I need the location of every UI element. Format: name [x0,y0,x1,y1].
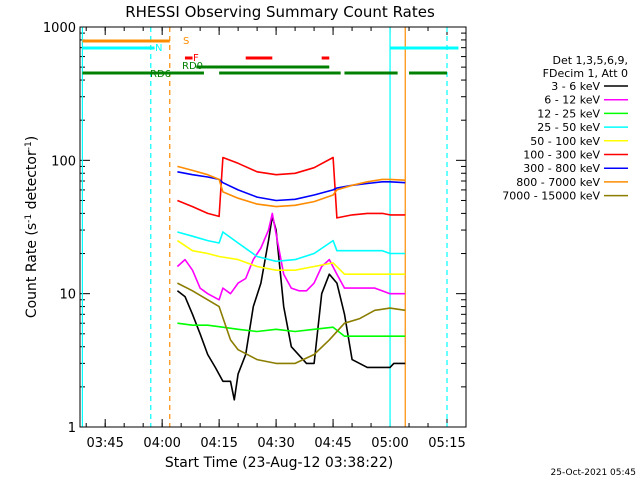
x-axis-label: Start Time (23-Aug-12 03:38:22) [165,455,393,471]
legend-label: 3 - 6 keV [551,80,600,93]
x-tick-label: 04:15 [200,436,237,451]
x-tick-label: 04:30 [257,436,294,451]
legend-label: 300 - 800 keV [523,162,600,175]
x-tick-label: 03:45 [86,436,123,451]
flag-label-n: N [155,43,162,54]
legend-label: 6 - 12 keV [544,94,600,107]
legend-header: Det 1,3,5,6,9, [552,54,628,67]
series-line-1 [176,212,406,301]
y-axis-label: Count Rate (s-1 detector-1) [24,136,40,318]
chart-title: RHESSI Observing Summary Count Rates [125,3,435,21]
y-tick-label: 10 [59,288,76,303]
flag-label-rd6: RD6 [150,69,171,80]
flag-label-rd0: RD0 [182,61,203,72]
vertical-markers [81,27,448,427]
legend-label: 100 - 300 keV [523,149,600,162]
legend-header: FDecim 1, Att 0 [543,67,628,80]
x-tick-label: 05:15 [428,436,465,451]
series-line-8 [177,282,406,365]
legend-label: 50 - 100 keV [530,135,600,148]
y-tick-label: 1 [68,421,76,436]
series-line-2 [177,322,406,338]
legend-label: 25 - 50 keV [537,121,600,134]
series-line-3 [177,231,406,263]
x-tick-label: 04:00 [143,436,180,451]
flag-label-f: F [193,53,199,64]
flag-label-s: S [183,36,189,47]
y-tick-label: 1000 [43,21,76,36]
legend: Det 1,3,5,6,9,FDecim 1, Att 03 - 6 keV6 … [502,54,628,203]
legend-label: 12 - 25 keV [537,107,600,120]
series-line-5 [177,156,406,219]
plot-frame [79,26,467,428]
y-tick-label: 100 [51,154,76,169]
x-tick-label: 05:00 [371,436,408,451]
x-tick-label: 04:45 [314,436,351,451]
series-line-4 [176,239,406,276]
series-lines [176,156,406,401]
legend-label: 7000 - 15000 keV [502,190,600,203]
series-line-7 [177,165,406,208]
timestamp: 25-Oct-2021 05:45 [551,468,636,478]
legend-label: 800 - 7000 keV [516,176,600,189]
